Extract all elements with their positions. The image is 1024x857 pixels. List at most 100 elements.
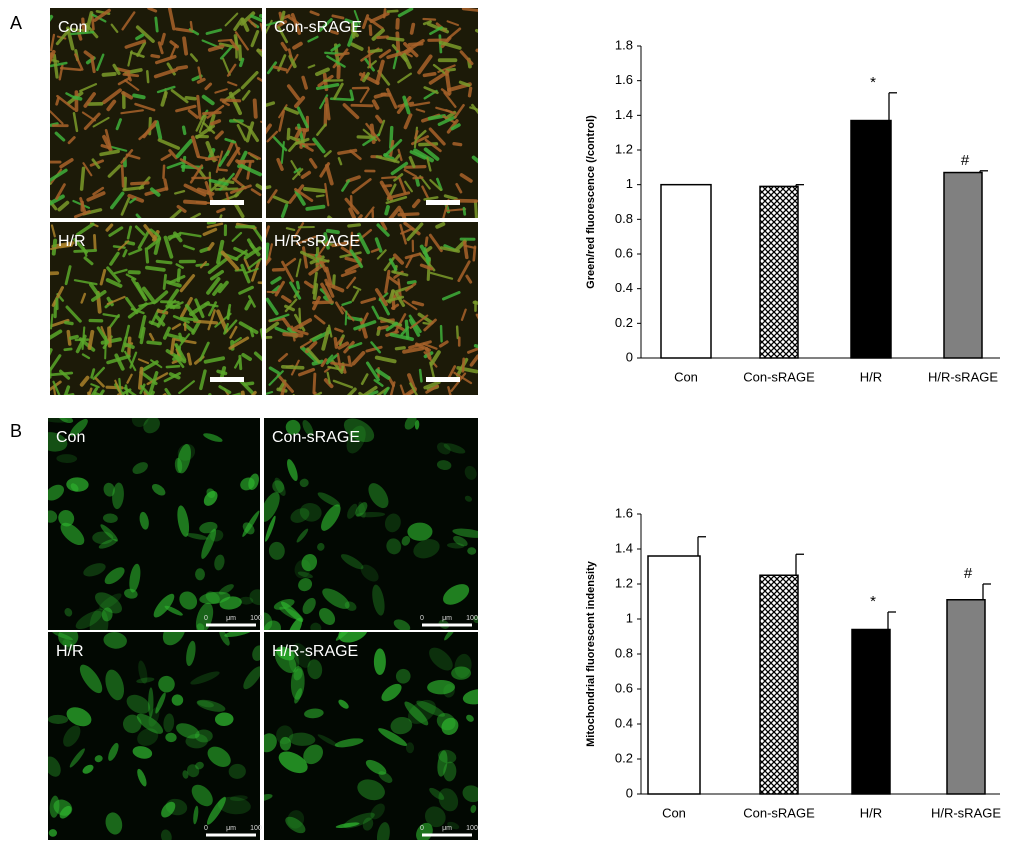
scale-bar [426,200,460,205]
cell [297,282,298,288]
y-tick-label: 1.2 [615,575,633,590]
cell [346,312,347,325]
cell [469,88,470,96]
cell [39,17,51,35]
image-label: H/R-sRAGE [272,643,358,660]
scale-label: 0 [420,615,424,622]
cell [92,59,94,72]
cell [109,328,110,345]
scale-bar [210,377,244,382]
image-label: H/R-sRAGE [274,233,360,250]
cell [156,18,157,31]
cell [314,393,315,406]
cell [463,9,478,11]
cell [71,337,77,338]
cell [132,183,148,184]
bar [760,575,798,794]
y-tick-label: 0.2 [615,315,633,330]
cell [112,394,118,403]
cell [420,370,421,381]
cell [172,339,174,353]
cell [417,178,418,184]
cell [386,207,388,214]
x-tick-label: H/R-sRAGE [931,805,1001,820]
scale-label: 0 [204,825,208,832]
cell [152,56,159,57]
cell [182,318,197,320]
cell [147,71,148,82]
cell [325,105,326,125]
cell [413,302,422,304]
scale-label: μm [442,825,452,832]
cell [51,315,52,329]
cell [407,523,432,541]
cell [208,395,210,417]
cell [406,321,407,337]
scale-label: μm [442,615,452,622]
cell [437,224,443,227]
cell [284,334,301,335]
cell [89,393,92,408]
cell [379,327,388,329]
cell [178,67,186,68]
cell [102,146,110,148]
y-tick-label: 1.6 [615,505,633,520]
cell [447,69,454,70]
cell [328,231,338,232]
cell [414,178,423,179]
image-label: Con [58,19,87,36]
cell [307,207,323,209]
cell [441,326,442,341]
bar [851,121,891,358]
cell [240,46,241,59]
cell [164,275,165,288]
cell [289,50,291,57]
micrograph [38,8,275,230]
cell [251,329,253,336]
x-tick-label: Con [662,805,686,820]
cell [204,112,221,113]
micrograph [248,8,491,227]
y-tick-label: 1 [626,610,633,625]
cell [463,359,464,371]
y-tick-label: 0.6 [615,245,633,260]
y-tick-label: 0.4 [615,280,633,295]
cell [122,166,123,187]
cell [266,244,268,261]
cell [44,184,50,187]
image-label: Con-sRAGE [274,19,362,36]
cell [305,189,324,191]
cell [219,170,227,171]
cell [424,74,434,76]
annotation: # [964,565,973,582]
y-tick-label: 1.4 [615,540,633,555]
annotation: * [870,74,876,91]
bar [944,173,982,358]
image-label: H/R [56,643,84,660]
cell [221,100,239,101]
cell [335,339,336,347]
cell [475,202,476,221]
cell [201,249,208,251]
cell [195,321,217,323]
y-tick-label: 0 [626,349,633,364]
annotation: * [870,593,876,610]
scale-label: 0 [420,825,424,832]
cell [54,395,72,398]
cell [54,241,55,254]
cell [262,330,264,338]
panel-label: A [10,13,22,33]
bar [947,600,985,794]
cell [388,38,403,40]
cell [288,129,289,138]
cell [464,208,465,214]
cell [314,374,315,393]
annotation: # [961,152,970,169]
cell [369,50,381,51]
cell [157,261,171,263]
cell [156,395,166,403]
cell [351,91,353,100]
cell [75,97,81,98]
image-label: Con [56,429,85,446]
